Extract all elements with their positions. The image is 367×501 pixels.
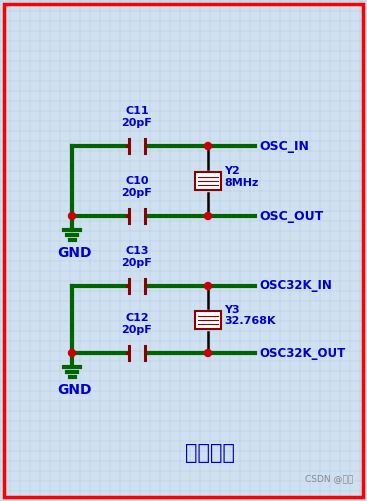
Text: C13
20pF: C13 20pF bbox=[121, 246, 152, 268]
Text: OSC_IN: OSC_IN bbox=[259, 139, 309, 152]
Text: 晶振电路: 晶振电路 bbox=[185, 443, 235, 463]
Text: GND: GND bbox=[57, 383, 91, 397]
Text: OSC_OUT: OSC_OUT bbox=[259, 209, 323, 222]
Text: Y3
32.768K: Y3 32.768K bbox=[224, 305, 276, 326]
Bar bbox=[195, 172, 221, 190]
Circle shape bbox=[204, 142, 211, 149]
Circle shape bbox=[69, 350, 76, 357]
Text: C10
20pF: C10 20pF bbox=[121, 176, 152, 198]
Text: GND: GND bbox=[57, 246, 91, 260]
Text: C12
20pF: C12 20pF bbox=[121, 314, 152, 335]
Text: OSC32K_OUT: OSC32K_OUT bbox=[259, 347, 345, 360]
Circle shape bbox=[69, 212, 76, 219]
Text: OSC32K_IN: OSC32K_IN bbox=[259, 280, 332, 293]
Text: C11
20pF: C11 20pF bbox=[121, 106, 152, 128]
Bar bbox=[195, 311, 221, 329]
Circle shape bbox=[204, 350, 211, 357]
Circle shape bbox=[204, 283, 211, 290]
Circle shape bbox=[204, 212, 211, 219]
Text: Y2
8MHz: Y2 8MHz bbox=[224, 166, 258, 188]
Text: CSDN @零梁: CSDN @零梁 bbox=[305, 474, 353, 483]
